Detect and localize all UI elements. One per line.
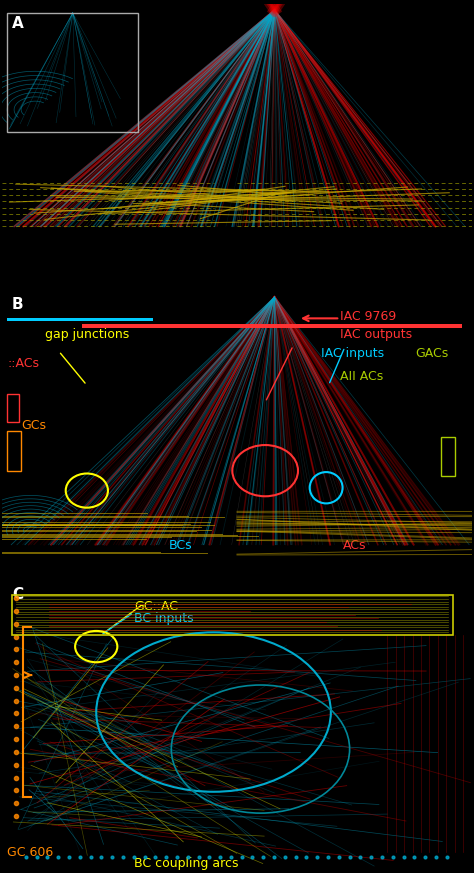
Text: IAC outputs: IAC outputs (340, 328, 412, 341)
Bar (12, 595, 453, 636)
Text: ::ACs: ::ACs (7, 357, 39, 370)
Text: IAC 9769: IAC 9769 (340, 310, 396, 323)
Text: GACs: GACs (415, 347, 448, 360)
Bar (289, 324, 462, 328)
Bar (7, 318, 153, 321)
Text: C: C (12, 587, 23, 601)
Text: ACs: ACs (343, 539, 366, 552)
Bar (441, 436, 455, 477)
Text: BC inputs: BC inputs (134, 613, 193, 625)
Text: gap junctions: gap junctions (45, 328, 129, 341)
Text: IAC inputs: IAC inputs (321, 347, 384, 360)
Text: B: B (12, 297, 23, 312)
Bar (7, 13, 138, 133)
Bar (82, 324, 289, 328)
Text: A: A (12, 16, 24, 31)
Text: AII ACs: AII ACs (340, 369, 383, 382)
Text: BCs: BCs (169, 539, 192, 552)
Text: GC::AC: GC::AC (134, 600, 178, 613)
Text: GC 606: GC 606 (7, 846, 53, 859)
Text: GCs: GCs (21, 419, 46, 432)
Bar (7, 394, 19, 423)
Bar (7, 430, 21, 471)
Text: BC coupling arcs: BC coupling arcs (134, 857, 238, 870)
